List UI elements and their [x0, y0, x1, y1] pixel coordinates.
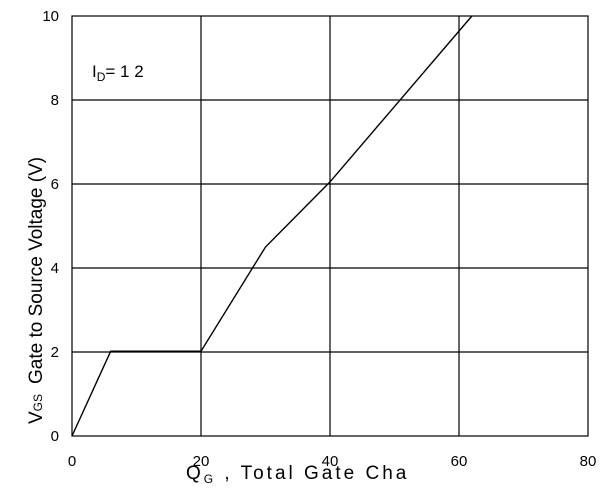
annotation-sub: D — [97, 70, 106, 84]
x-tick-labels: 0 20 40 60 80 — [68, 453, 597, 470]
drain-current-annotation: ID= 1 2 — [92, 62, 144, 84]
series-lines — [71, 15, 473, 437]
y-axis-label-text: Gate to Source Voltage (V) — [26, 157, 47, 384]
x-axis-label-sub: G — [204, 472, 216, 486]
y-axis-label: VGS Gate to Source Voltage (V) — [26, 157, 47, 424]
plot-frame — [71, 15, 589, 437]
y-tick-labels: 0 2 4 6 8 10 — [42, 8, 59, 445]
x-tick-label-3: 60 — [451, 453, 468, 470]
y-tick-label-5: 10 — [42, 8, 59, 25]
y-tick-label-0: 0 — [51, 428, 59, 445]
x-axis-label-text: , Total Gate Cha — [216, 463, 409, 484]
y-axis-label-main: V — [26, 411, 47, 424]
y-tick-label-1: 2 — [51, 344, 59, 361]
x-tick-label-4: 80 — [580, 453, 597, 470]
series-line-0 — [71, 15, 473, 437]
annotation-text: = 1 2 — [105, 62, 143, 81]
grid-lines — [72, 16, 588, 436]
x-tick-label-2: 40 — [322, 453, 339, 470]
y-tick-label-2: 4 — [51, 260, 59, 277]
y-tick-label-4: 8 — [51, 92, 59, 109]
x-tick-label-1: 20 — [193, 453, 210, 470]
y-tick-label-3: 6 — [51, 176, 59, 193]
annotation-main: I — [92, 62, 97, 81]
x-axis-label: QG , Total Gate Cha — [186, 463, 409, 486]
x-tick-label-0: 0 — [68, 453, 76, 470]
x-axis-label-main: Q — [186, 463, 204, 484]
y-axis-label-sub: GS — [31, 394, 45, 411]
